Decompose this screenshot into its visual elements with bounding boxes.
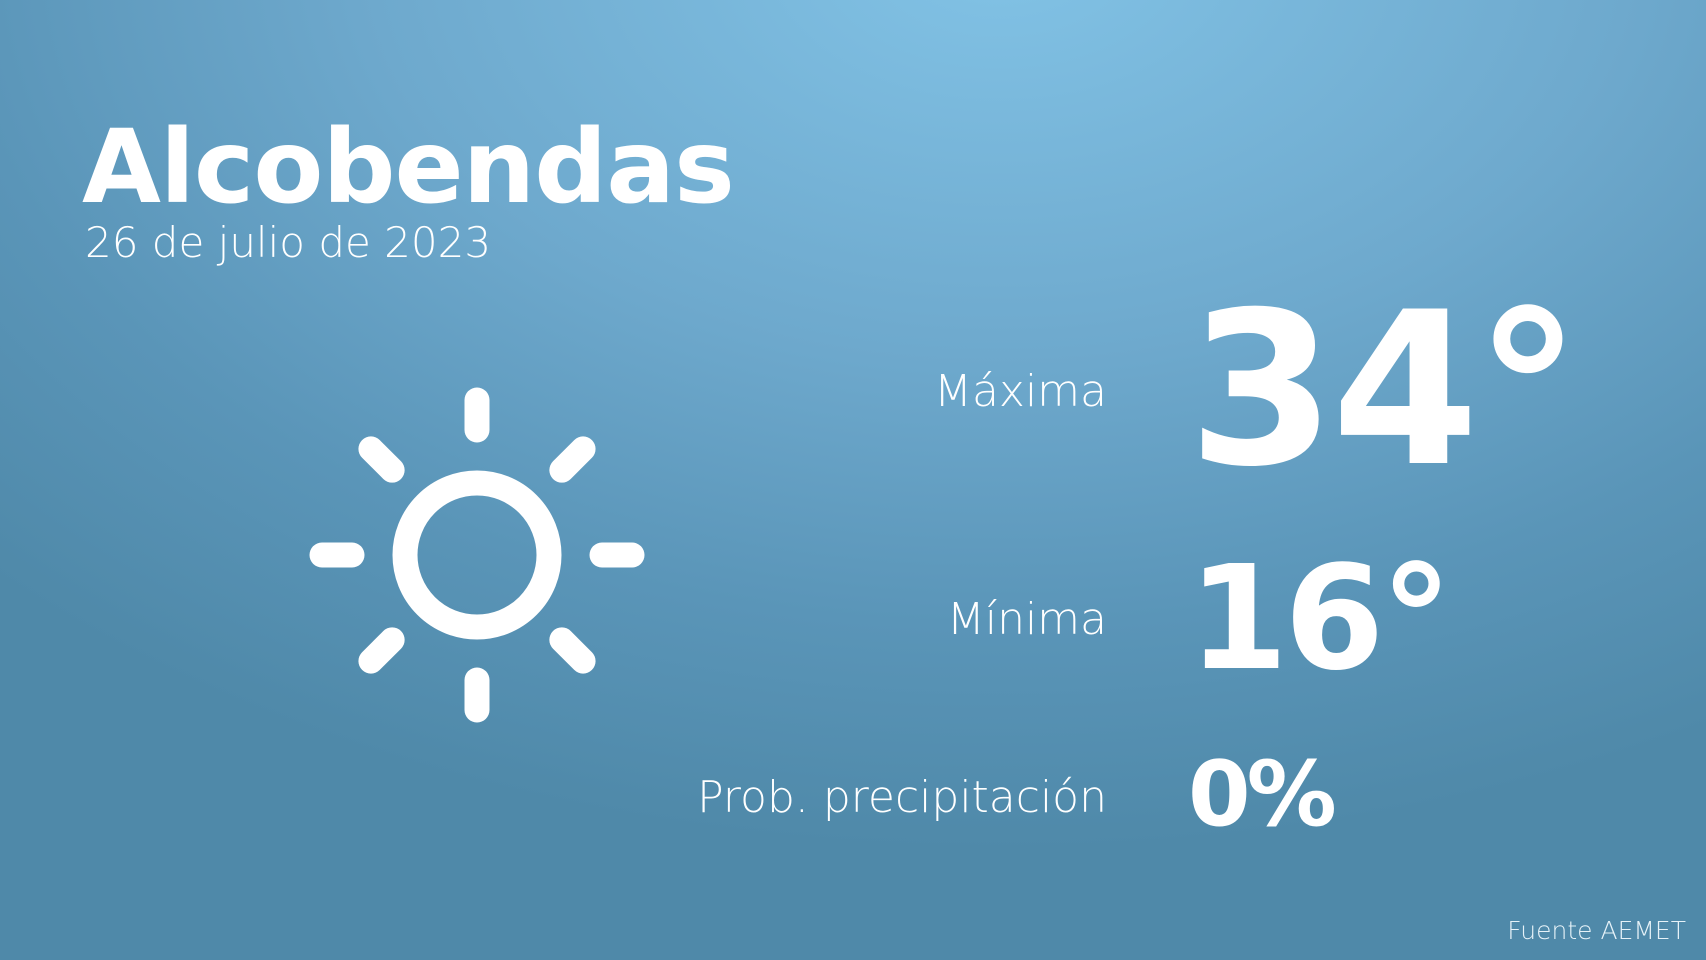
max-temp-label: Máxima — [933, 366, 1107, 417]
min-temp-value: 16° — [1188, 534, 1452, 702]
city-title: Alcobendas — [82, 108, 735, 227]
sun-ray — [549, 627, 596, 674]
forecast-date: 26 de julio de 2023 — [85, 218, 492, 267]
sun-ray — [358, 436, 405, 483]
source-credit: Fuente AEMET — [1507, 916, 1686, 945]
precipitation-value: 0% — [1188, 742, 1337, 847]
min-temp-label: Mínima — [946, 594, 1107, 645]
sun-ray — [549, 436, 596, 483]
max-temp-value: 34° — [1188, 266, 1581, 513]
sun-ray — [358, 627, 405, 674]
precipitation-label: Prob. precipitación — [697, 772, 1107, 823]
sun-icon — [309, 387, 645, 723]
